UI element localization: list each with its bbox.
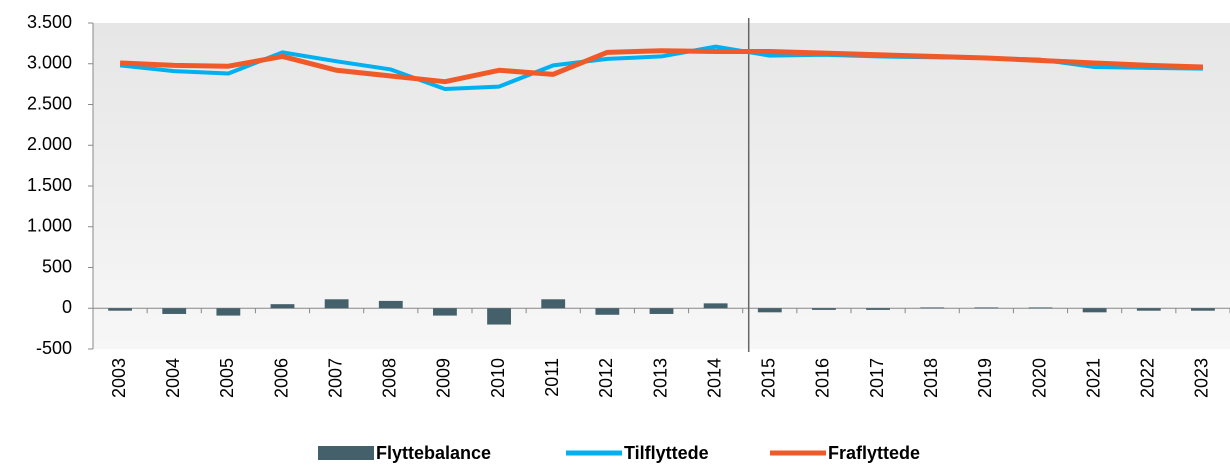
bar (757, 308, 782, 313)
y-tick-label: 1.000 (27, 216, 72, 236)
y-tick-label: 0 (62, 297, 72, 317)
y-tick-label: 500 (42, 256, 72, 276)
legend-label: Fraflyttede (828, 443, 920, 463)
bar (703, 303, 728, 309)
legend-label: Flyttebalance (376, 443, 491, 463)
plot-area (93, 23, 1230, 349)
x-tick-label: 2020 (1029, 358, 1049, 398)
bar (974, 307, 999, 309)
x-tick-label: 2006 (271, 358, 291, 398)
bar (866, 308, 890, 310)
bar (1136, 308, 1161, 311)
bar (487, 308, 511, 325)
bar (433, 308, 457, 316)
y-tick-label: 3.500 (27, 12, 72, 32)
x-tick-label: 2023 (1192, 358, 1212, 398)
x-tick-label: 2012 (596, 358, 616, 398)
legend-swatch (318, 446, 374, 460)
x-tick-label: 2011 (542, 358, 562, 397)
x-tick-label: 2015 (759, 358, 779, 398)
bar (649, 308, 674, 314)
x-tick-label: 2004 (163, 358, 183, 398)
bar (595, 308, 620, 315)
x-tick-label: 2018 (921, 358, 941, 398)
bar (1082, 308, 1107, 313)
x-tick-label: 2021 (1083, 358, 1103, 398)
y-tick-label: 1.500 (27, 175, 72, 195)
y-tick-label: 3.000 (27, 53, 72, 73)
bar (920, 307, 945, 309)
x-tick-label: 2019 (975, 358, 995, 398)
bar (324, 299, 349, 309)
x-tick-label: 2009 (434, 358, 454, 398)
line (119, 48, 1204, 85)
bar (162, 308, 187, 314)
y-tick-label: 2.500 (27, 93, 72, 113)
x-tick-label: 2022 (1138, 358, 1158, 398)
bar (270, 304, 295, 309)
x-tick-label: 2007 (325, 358, 345, 398)
bar (216, 308, 241, 316)
x-tick-label: 2005 (217, 358, 237, 398)
bar (1028, 307, 1053, 309)
y-tick-label: 2.000 (27, 134, 72, 154)
bar (378, 300, 403, 309)
x-tick-label: 2013 (650, 358, 670, 398)
x-tick-label: 2014 (704, 358, 724, 398)
bar (108, 308, 132, 311)
x-tick-label: 2010 (488, 358, 508, 398)
bar (541, 299, 566, 309)
x-tick-label: 2017 (867, 358, 887, 398)
x-tick-label: 2003 (109, 358, 129, 398)
y-tick-label: -500 (36, 338, 72, 358)
legend-label: Tilflyttede (624, 443, 709, 463)
bar (812, 308, 836, 310)
x-tick-label: 2008 (380, 358, 400, 398)
bar (1191, 308, 1215, 311)
x-tick-label: 2016 (813, 358, 833, 398)
